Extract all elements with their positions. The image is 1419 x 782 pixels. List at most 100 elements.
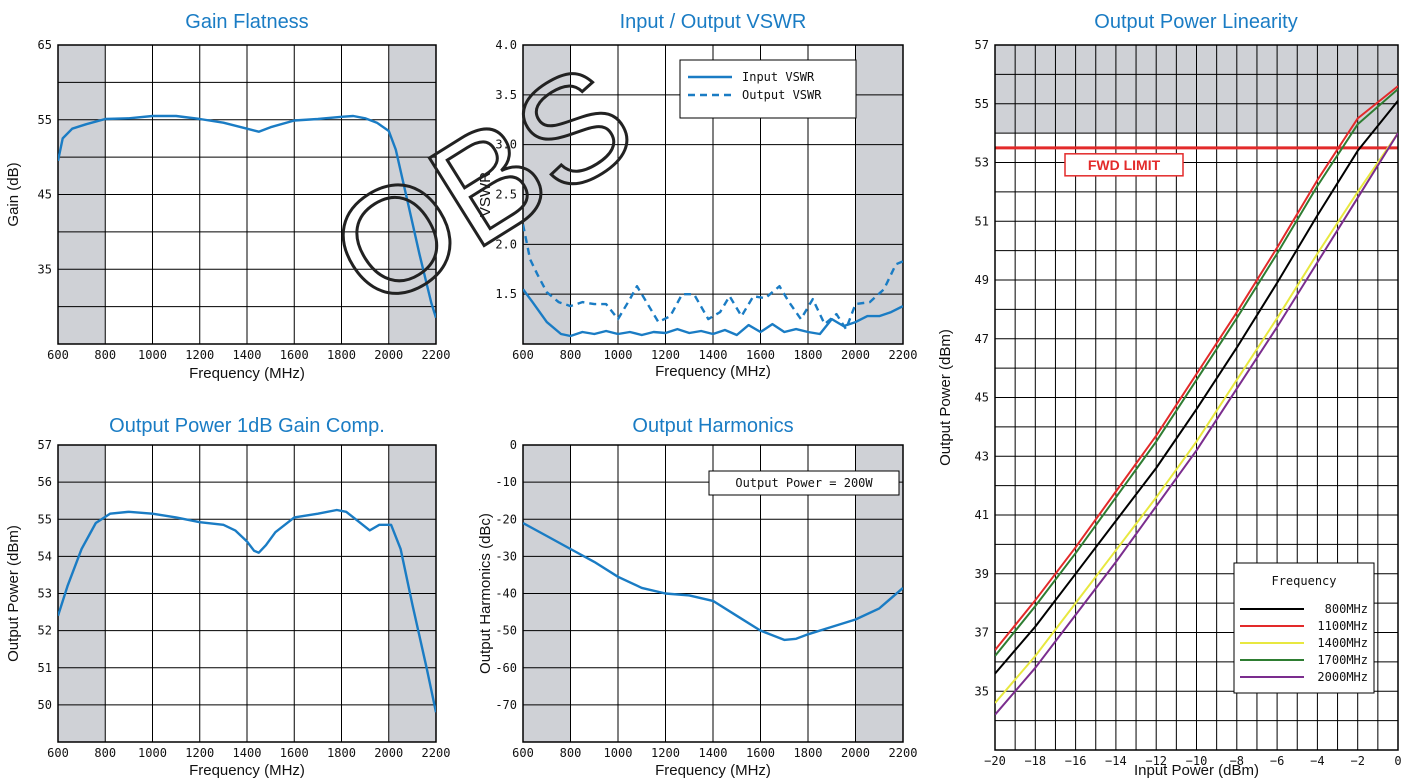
x-tick-label: 1800 — [327, 348, 356, 362]
y-tick-label: 35 — [38, 262, 52, 276]
x-tick-label: −14 — [1105, 754, 1127, 768]
y-tick-label: 41 — [975, 508, 989, 522]
x-tick-label: −8 — [1230, 754, 1244, 768]
legend-title: Frequency — [1271, 574, 1336, 588]
y-tick-label: 3.5 — [495, 88, 517, 102]
y-tick-label: 49 — [975, 273, 989, 287]
x-tick-label: −16 — [1065, 754, 1087, 768]
x-tick-label: 800 — [94, 348, 116, 362]
legend-label: 1700MHz — [1317, 653, 1368, 667]
y-tick-label: 57 — [975, 38, 989, 52]
y-tick-label: -40 — [495, 587, 517, 601]
fwd-limit-label: FWD LIMIT — [1088, 157, 1161, 173]
y-tick-label: 1.5 — [495, 287, 517, 301]
plot-frame — [57, 444, 437, 743]
x-tick-label: −2 — [1350, 754, 1364, 768]
y-tick-label: 51 — [975, 214, 989, 228]
x-tick-label: 2200 — [422, 746, 451, 760]
legend-label: 1400MHz — [1317, 636, 1368, 650]
y-tick-label: 2.0 — [495, 237, 517, 251]
y-tick-label: 35 — [975, 684, 989, 698]
plot-frame — [994, 44, 1399, 751]
x-tick-label: 1200 — [185, 348, 214, 362]
x-tick-label: −20 — [984, 754, 1006, 768]
annotation-text: Output Power = 200W — [735, 476, 873, 490]
y-tick-label: 57 — [38, 438, 52, 452]
plot-frame — [522, 44, 904, 345]
series-line-harm — [523, 521, 903, 642]
y-tick-label: 2.5 — [495, 188, 517, 202]
y-tick-label: 52 — [38, 624, 52, 638]
x-tick-label: 600 — [47, 746, 69, 760]
series-line-input-vswr — [523, 288, 903, 338]
x-tick-label: 2000 — [841, 348, 870, 362]
y-tick-label: 54 — [38, 549, 52, 563]
y-tick-label: 45 — [38, 188, 52, 202]
legend-label: 1100MHz — [1317, 619, 1368, 633]
x-tick-label: 1000 — [604, 746, 633, 760]
x-tick-label: 1400 — [233, 348, 262, 362]
x-tick-label: 2200 — [889, 348, 918, 362]
y-tick-label: 37 — [975, 626, 989, 640]
x-tick-label: −18 — [1024, 754, 1046, 768]
y-tick-label: 50 — [38, 698, 52, 712]
series-line-p1db — [58, 508, 436, 713]
y-tick-label: -10 — [495, 475, 517, 489]
chart-title: Output Power Linearity — [1094, 11, 1297, 33]
legend-label: 2000MHz — [1317, 670, 1368, 684]
y-tick-label: 47 — [975, 332, 989, 346]
y-tick-label: 0 — [510, 438, 517, 452]
y-tick-label: 4.0 — [495, 38, 517, 52]
legend-box — [679, 59, 857, 119]
legend-box — [1233, 562, 1375, 694]
y-tick-label: 56 — [38, 475, 52, 489]
y-tick-label: -70 — [495, 698, 517, 712]
chart-p1db: 600 800 1000 1200 1400 1600 1800 2000 2200 50 51 52… — [5, 415, 450, 779]
x-tick-label: 1800 — [794, 348, 823, 362]
x-tick-label: 1600 — [280, 746, 309, 760]
y-tick-label: 43 — [975, 449, 989, 463]
chart-title: Output Power 1dB Gain Comp. — [109, 415, 385, 437]
x-tick-label: 0 — [1394, 754, 1401, 768]
chart-linearity: FWD LIMIT−20 −18 −16 −14 −12 −10 −8 −6 −4 −2 03537… — [937, 11, 1402, 779]
x-axis-label: Frequency (MHz) — [189, 365, 305, 382]
x-tick-label: −6 — [1270, 754, 1284, 768]
x-tick-label: 1200 — [651, 746, 680, 760]
x-axis-label: Input Power (dBm) — [1134, 762, 1259, 779]
y-axis-label: VSWR — [477, 172, 494, 217]
x-axis-label: Frequency (MHz) — [655, 762, 771, 779]
chart-harm: 600 800 1000 1200 1400 1600 1800 2000 2200 0 -10 -2… — [477, 415, 917, 779]
x-tick-label: 1200 — [651, 348, 680, 362]
y-tick-label: -30 — [495, 549, 517, 563]
series-line-1400mhz — [995, 132, 1398, 704]
chart-vswr: 600 800 1000 1200 1400 1600 1800 2000 2200 1.5 2.0… — [477, 11, 917, 380]
series-line-800mhz — [995, 100, 1398, 675]
chart-title: Gain Flatness — [185, 11, 308, 33]
x-tick-label: 2000 — [374, 746, 403, 760]
annotation-box — [708, 470, 900, 496]
y-tick-label: 55 — [975, 97, 989, 111]
x-tick-label: 1600 — [280, 348, 309, 362]
y-tick-label: 3.0 — [495, 138, 517, 152]
series-line-2000mhz — [995, 132, 1398, 716]
series-line-gain — [58, 114, 436, 319]
chart-title: Input / Output VSWR — [620, 11, 807, 33]
legend-label: 800MHz — [1325, 602, 1368, 616]
y-tick-label: -50 — [495, 624, 517, 638]
y-axis-label: Gain (dB) — [5, 162, 22, 226]
legend-label: Input VSWR — [742, 70, 815, 84]
x-axis-label: Frequency (MHz) — [189, 762, 305, 779]
y-tick-label: -60 — [495, 661, 517, 675]
y-axis-label: Output Power (dBm) — [5, 525, 22, 662]
x-tick-label: 1800 — [794, 746, 823, 760]
y-tick-label: 55 — [38, 512, 52, 526]
y-tick-label: 45 — [975, 391, 989, 405]
x-tick-label: 600 — [47, 348, 69, 362]
series-line-1700mhz — [995, 88, 1398, 657]
plot-frame — [57, 44, 437, 345]
plot-frame — [522, 444, 904, 743]
y-tick-label: 65 — [38, 38, 52, 52]
x-tick-label: 2200 — [422, 348, 451, 362]
x-tick-label: −4 — [1310, 754, 1324, 768]
